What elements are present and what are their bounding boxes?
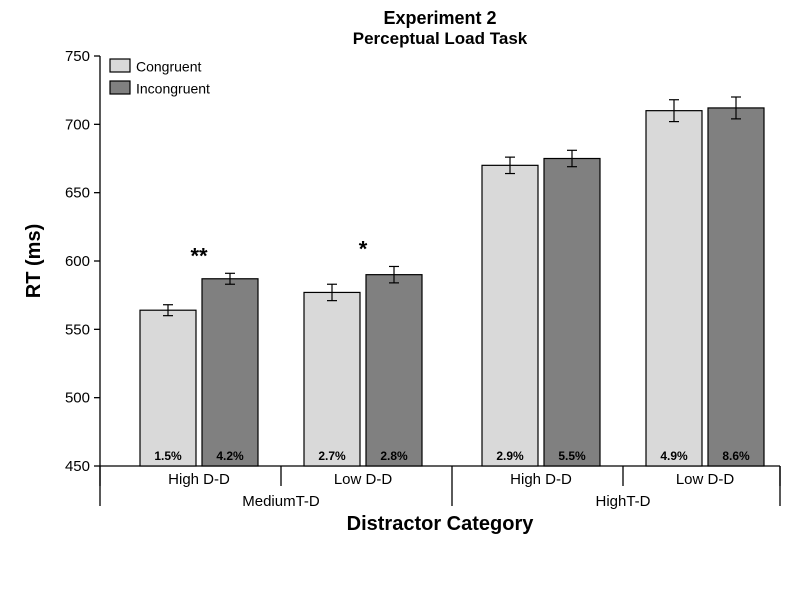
y-tick-label: 500 xyxy=(65,390,90,407)
bar-pct-label: 5.5% xyxy=(558,449,586,463)
significance-marker: ** xyxy=(190,243,208,268)
y-tick-label: 550 xyxy=(65,321,90,338)
legend: Congruent Incongruent xyxy=(110,59,210,97)
x-subgroup-label: High D-D xyxy=(510,471,572,488)
bar xyxy=(646,111,702,466)
chart-title: Experiment 2 xyxy=(383,8,496,28)
bar-pct-label: 2.8% xyxy=(380,449,408,463)
chart-container: Experiment 2Perceptual Load Task 450 500 55… xyxy=(0,0,800,592)
x-subgroup-label: Low D-D xyxy=(334,471,393,488)
y-tick-label: 600 xyxy=(65,253,90,270)
bar xyxy=(482,165,538,466)
bar xyxy=(304,292,360,466)
legend-label: Congruent xyxy=(136,59,201,75)
bar-pct-label: 1.5% xyxy=(154,449,182,463)
x-axis-label: Distractor Category xyxy=(347,513,535,535)
legend-label: Incongruent xyxy=(136,81,210,97)
bar xyxy=(544,159,600,467)
chart-svg: Experiment 2Perceptual Load Task 450 500 55… xyxy=(0,0,800,592)
bar-pct-label: 4.2% xyxy=(216,449,244,463)
significance-marker: * xyxy=(359,236,368,261)
y-tick-label: 750 xyxy=(65,48,90,65)
bar-pct-label: 8.6% xyxy=(722,449,750,463)
bar xyxy=(366,275,422,466)
bar xyxy=(202,279,258,466)
y-tick-label: 700 xyxy=(65,116,90,133)
y-tick-label: 650 xyxy=(65,185,90,202)
x-subgroup-label: High D-D xyxy=(168,471,230,488)
y-tick-label: 450 xyxy=(65,458,90,475)
x-group-label: MediumT-D xyxy=(242,493,320,510)
bar xyxy=(708,108,764,466)
legend-swatch xyxy=(110,59,130,72)
bar-pct-label: 2.9% xyxy=(496,449,524,463)
x-subgroup-label: Low D-D xyxy=(676,471,735,488)
chart-subtitle: Perceptual Load Task xyxy=(353,29,528,48)
x-group-label: HighT-D xyxy=(595,493,650,510)
bar-pct-label: 2.7% xyxy=(318,449,346,463)
y-axis-label: RT (ms) xyxy=(23,224,45,298)
bar-pct-label: 4.9% xyxy=(660,449,688,463)
bar xyxy=(140,310,196,466)
legend-swatch xyxy=(110,81,130,94)
